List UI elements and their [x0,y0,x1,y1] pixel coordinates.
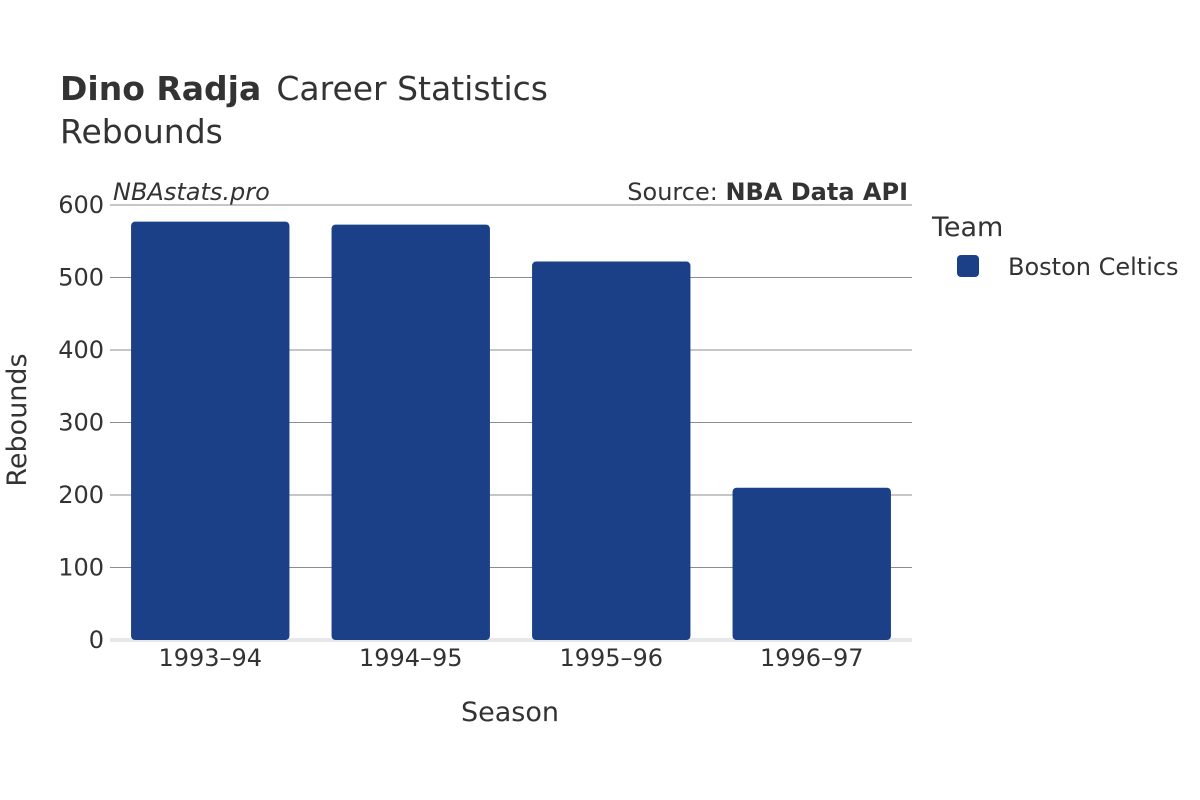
legend-swatch [957,255,979,277]
legend: Boston Celtics [957,253,1179,281]
y-tick-label: 100 [58,554,104,582]
y-tick-label: 400 [58,336,104,364]
watermark-text: NBAstats.pro [113,178,270,206]
y-axis-title: Rebounds [2,353,33,486]
title-player-name: Dino Radja [60,69,261,108]
y-tick-label: 600 [58,191,104,219]
bar-1996–97 [732,487,891,640]
source-text: Source: NBA Data API [627,178,908,206]
bar-1993–94 [131,221,290,641]
chart-title: Dino Radja Career Statistics [60,69,548,108]
y-tick-label: 500 [58,264,104,292]
x-tick-label: 1994–95 [359,644,463,672]
source-name: NBA Data API [725,178,908,206]
bars [131,221,891,641]
legend-label: Boston Celtics [1008,253,1179,281]
x-tick-label: 1995–96 [559,644,663,672]
legend-title: Team [931,212,1003,243]
y-tick-label: 200 [58,481,104,509]
x-axis-title: Season [461,697,559,728]
y-tick-label: 0 [89,626,104,654]
bar-1994–95 [331,224,490,640]
source-prefix: Source: [627,178,725,206]
x-tick-label: 1993–94 [158,644,262,672]
y-axis-ticks: 0 100 200 300 400 500 600 [58,191,104,654]
bar-1995–96 [532,261,691,640]
x-tick-label: 1996–97 [760,644,864,672]
title-suffix: Career Statistics [276,69,548,108]
y-tick-label: 300 [58,409,104,437]
x-axis-ticks: 1993–94 1994–95 1995–96 1996–97 [158,644,863,672]
chart-subtitle: Rebounds [60,112,223,151]
